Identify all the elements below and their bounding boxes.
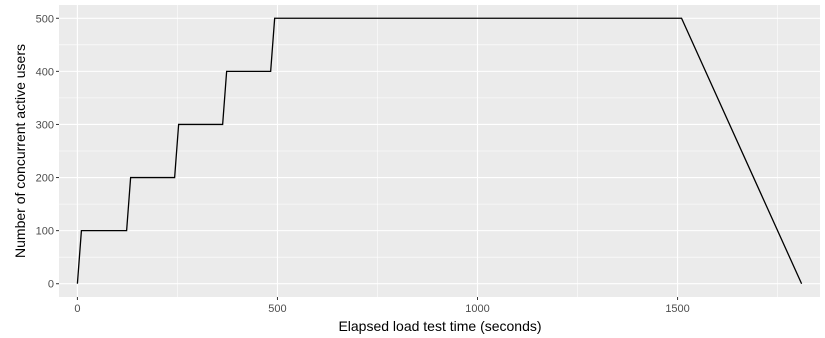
- y-tick-label: 100: [36, 226, 54, 238]
- x-tick-label: 500: [268, 303, 286, 315]
- y-tick-label: 200: [36, 173, 54, 185]
- x-tick-label: 0: [74, 303, 80, 315]
- y-tick-label: 500: [36, 13, 54, 25]
- y-axis-title: Number of concurrent active users: [12, 44, 28, 258]
- x-axis: 0 500 1000 1500: [74, 297, 690, 315]
- x-axis-title: Elapsed load test time (seconds): [338, 318, 541, 334]
- y-tick-label: 400: [36, 66, 54, 78]
- y-axis: 0 100 200 300 400 500: [36, 13, 59, 291]
- y-tick-label: 0: [48, 279, 54, 291]
- x-tick-label: 1500: [665, 303, 689, 315]
- x-tick-label: 1000: [465, 303, 489, 315]
- series-line: [76, 17, 803, 284]
- y-tick-label: 300: [36, 119, 54, 131]
- series-layer: [76, 17, 803, 284]
